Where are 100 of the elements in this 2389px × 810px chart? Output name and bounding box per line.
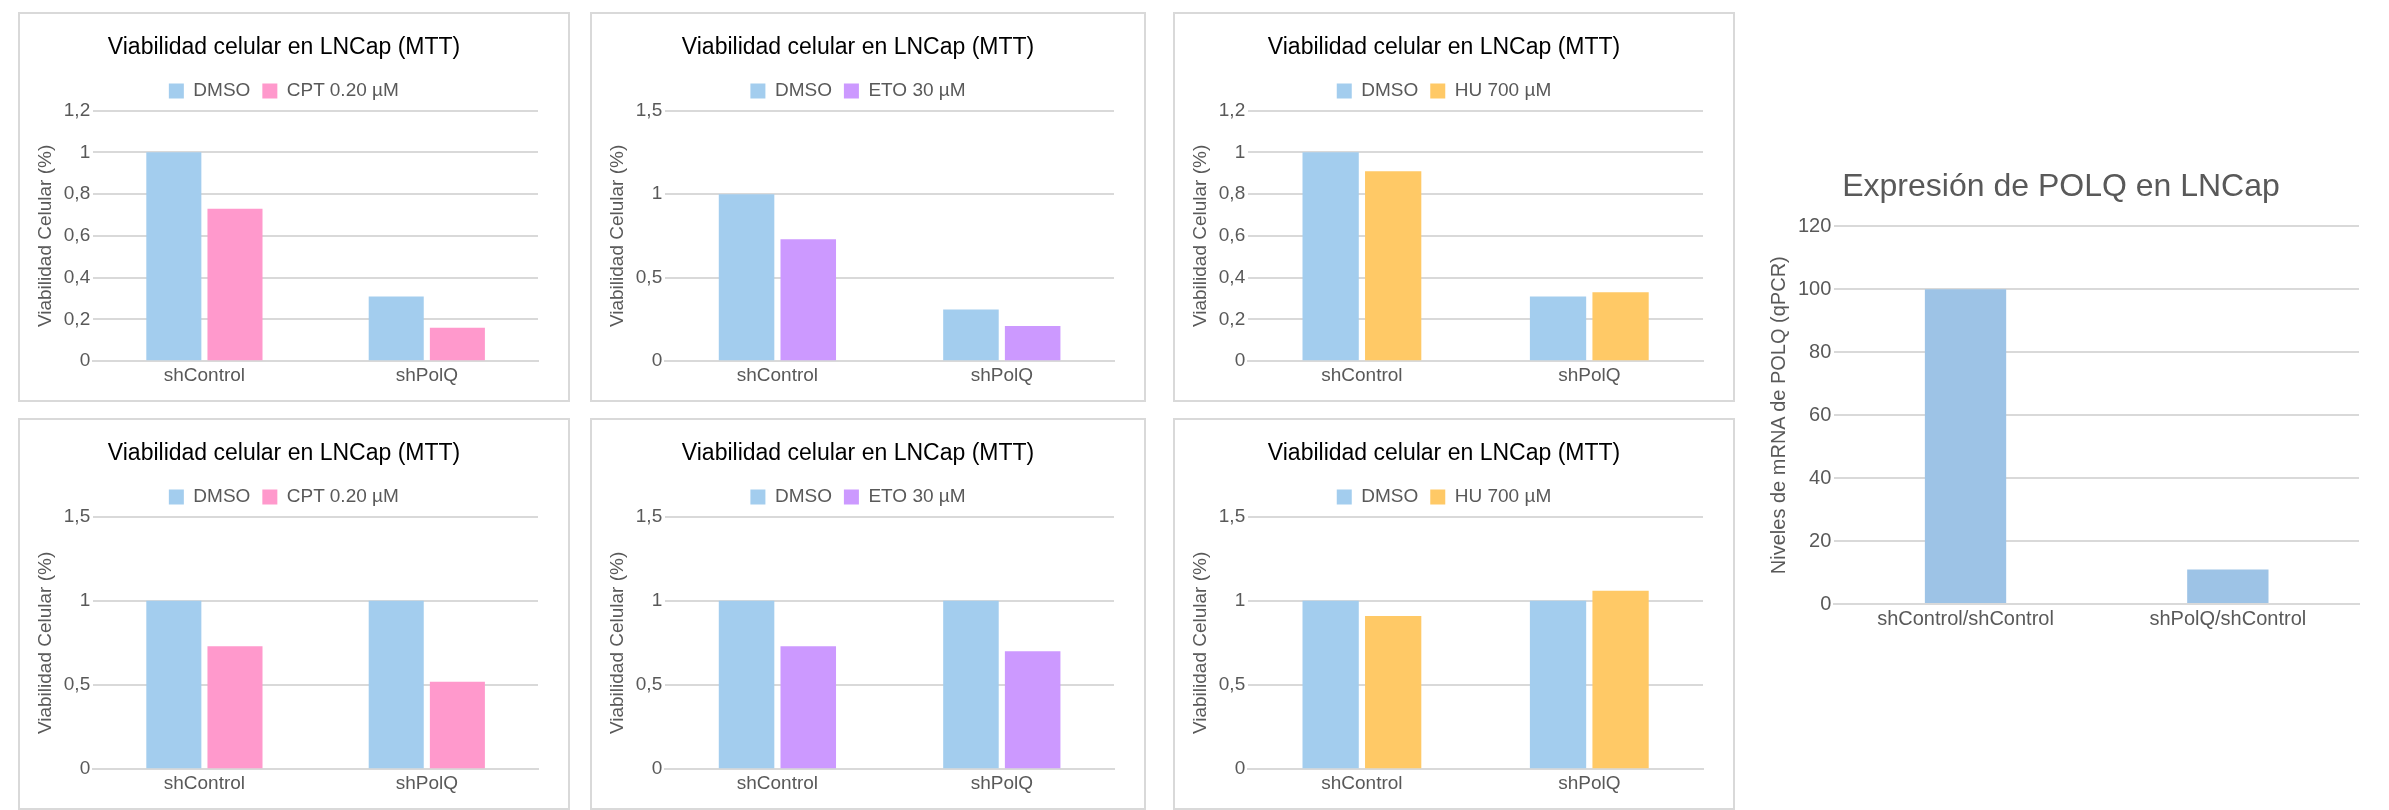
bar — [1529, 296, 1587, 361]
y-tick-label: 100 — [1797, 276, 1832, 299]
y-tick-label: 0,4 — [63, 265, 91, 287]
chart-title: Viabilidad celular en LNCap (MTT) — [107, 439, 461, 466]
x-tick-label: shPolQ/shControl — [2149, 606, 2307, 629]
y-tick-label: 60 — [1809, 402, 1832, 425]
bar — [368, 600, 424, 769]
y-tick-label: 0,2 — [63, 307, 91, 329]
y-tick-label: 0,5 — [635, 265, 663, 287]
y-tick-label: 0,4 — [1218, 265, 1246, 287]
bar — [1592, 590, 1649, 769]
y-tick-label: 1,2 — [1218, 98, 1246, 120]
y-tick-label: 120 — [1797, 213, 1832, 236]
bar — [207, 208, 263, 361]
bar — [1004, 651, 1061, 769]
bar — [780, 646, 837, 769]
legend-label: DMSO — [193, 79, 251, 101]
bar — [429, 681, 485, 769]
legend-label: ETO 30 µM — [868, 79, 966, 101]
y-tick-label: 1 — [651, 182, 663, 204]
bar — [146, 600, 202, 769]
x-tick-label: shPolQ — [1558, 771, 1621, 793]
y-tick-label: 0,5 — [635, 673, 663, 695]
y-tick-label: 0,8 — [1218, 182, 1246, 204]
bar — [207, 646, 263, 769]
y-tick-label: 0 — [1234, 757, 1246, 779]
y-tick-label: 1 — [1234, 140, 1246, 162]
x-tick-label: shControl — [163, 771, 246, 793]
y-tick-label: 80 — [1809, 339, 1832, 362]
bar — [1302, 600, 1359, 769]
bar — [368, 296, 424, 361]
x-tick-label: shPolQ — [970, 771, 1033, 793]
chart-title: Viabilidad celular en LNCap (MTT) — [1267, 33, 1621, 60]
bar — [146, 152, 202, 361]
x-tick-label: shPolQ — [970, 363, 1033, 385]
y-axis-title: Viabilidad Celular (%) — [605, 144, 627, 328]
bar — [429, 327, 485, 361]
y-tick-label: 0,8 — [63, 182, 91, 204]
y-tick-label: 1,5 — [1218, 504, 1246, 526]
legend-label: DMSO — [774, 485, 832, 507]
y-tick-label: 1 — [79, 140, 91, 162]
y-axis-title: Viabilidad Celular (%) — [1188, 551, 1210, 735]
y-tick-label: 0 — [1234, 349, 1246, 371]
legend-label: DMSO — [774, 79, 832, 101]
legend-label: CPT 0.20 µM — [286, 79, 399, 101]
legend-label: CPT 0.20 µM — [286, 485, 399, 507]
bar — [718, 600, 775, 769]
legend-label: DMSO — [193, 485, 251, 507]
y-tick-label: 0,6 — [1218, 224, 1246, 246]
legend-label: DMSO — [1361, 79, 1419, 101]
y-tick-label: 1,5 — [635, 504, 663, 526]
x-tick-label: shControl — [1321, 771, 1403, 793]
y-tick-label: 0 — [1820, 591, 1832, 614]
x-tick-label: shPolQ — [395, 771, 458, 793]
y-tick-label: 0 — [651, 349, 663, 371]
y-tick-label: 1 — [1234, 589, 1246, 611]
y-tick-label: 20 — [1809, 528, 1832, 551]
x-tick-label: shControl — [736, 771, 819, 793]
legend-label: HU 700 µM — [1454, 485, 1552, 507]
y-tick-label: 0,6 — [63, 224, 91, 246]
bar — [1592, 292, 1649, 361]
y-tick-label: 0 — [651, 757, 663, 779]
x-tick-label: shPolQ — [395, 363, 458, 385]
bar — [1529, 600, 1587, 769]
y-tick-label: 40 — [1809, 465, 1832, 488]
chart-title: Viabilidad celular en LNCap (MTT) — [681, 439, 1035, 466]
legend-label: HU 700 µM — [1454, 79, 1552, 101]
y-axis-title: Viabilidad Celular (%) — [33, 551, 55, 735]
y-axis-title: Niveles de mRNA de POLQ (qPCR) — [1766, 256, 1789, 575]
y-tick-label: 0 — [79, 349, 91, 371]
bar — [1302, 152, 1359, 361]
chart-title: Viabilidad celular en LNCap (MTT) — [681, 33, 1035, 60]
y-axis-title: Viabilidad Celular (%) — [605, 551, 627, 735]
bar — [943, 309, 999, 361]
x-tick-label: shPolQ — [1558, 363, 1621, 385]
y-tick-label: 0 — [79, 757, 91, 779]
y-tick-label: 0,5 — [63, 673, 91, 695]
y-tick-label: 1,5 — [635, 98, 663, 120]
bar — [780, 239, 837, 361]
y-tick-label: 1,2 — [63, 98, 91, 120]
y-tick-label: 1 — [651, 589, 663, 611]
bar — [1365, 171, 1422, 361]
chart-title: Viabilidad celular en LNCap (MTT) — [107, 33, 461, 60]
legend-label: DMSO — [1361, 485, 1419, 507]
y-tick-label: 1 — [79, 589, 91, 611]
y-axis-title: Viabilidad Celular (%) — [1188, 144, 1210, 328]
y-tick-label: 0,2 — [1218, 307, 1246, 329]
bar — [1004, 326, 1061, 361]
x-tick-label: shControl — [736, 363, 819, 385]
bar — [718, 194, 775, 361]
chart-title: Expresión de POLQ en LNCap — [1842, 167, 2280, 204]
x-tick-label: shControl — [163, 363, 246, 385]
x-tick-label: shControl — [1321, 363, 1403, 385]
legend-label: ETO 30 µM — [868, 485, 966, 507]
x-tick-label: shControl/shControl — [1877, 606, 2054, 629]
bar — [1365, 615, 1422, 769]
y-tick-label: 1,5 — [63, 504, 91, 526]
y-tick-label: 0,5 — [1218, 673, 1246, 695]
chart-title: Viabilidad celular en LNCap (MTT) — [1267, 439, 1621, 466]
bar — [943, 600, 999, 769]
